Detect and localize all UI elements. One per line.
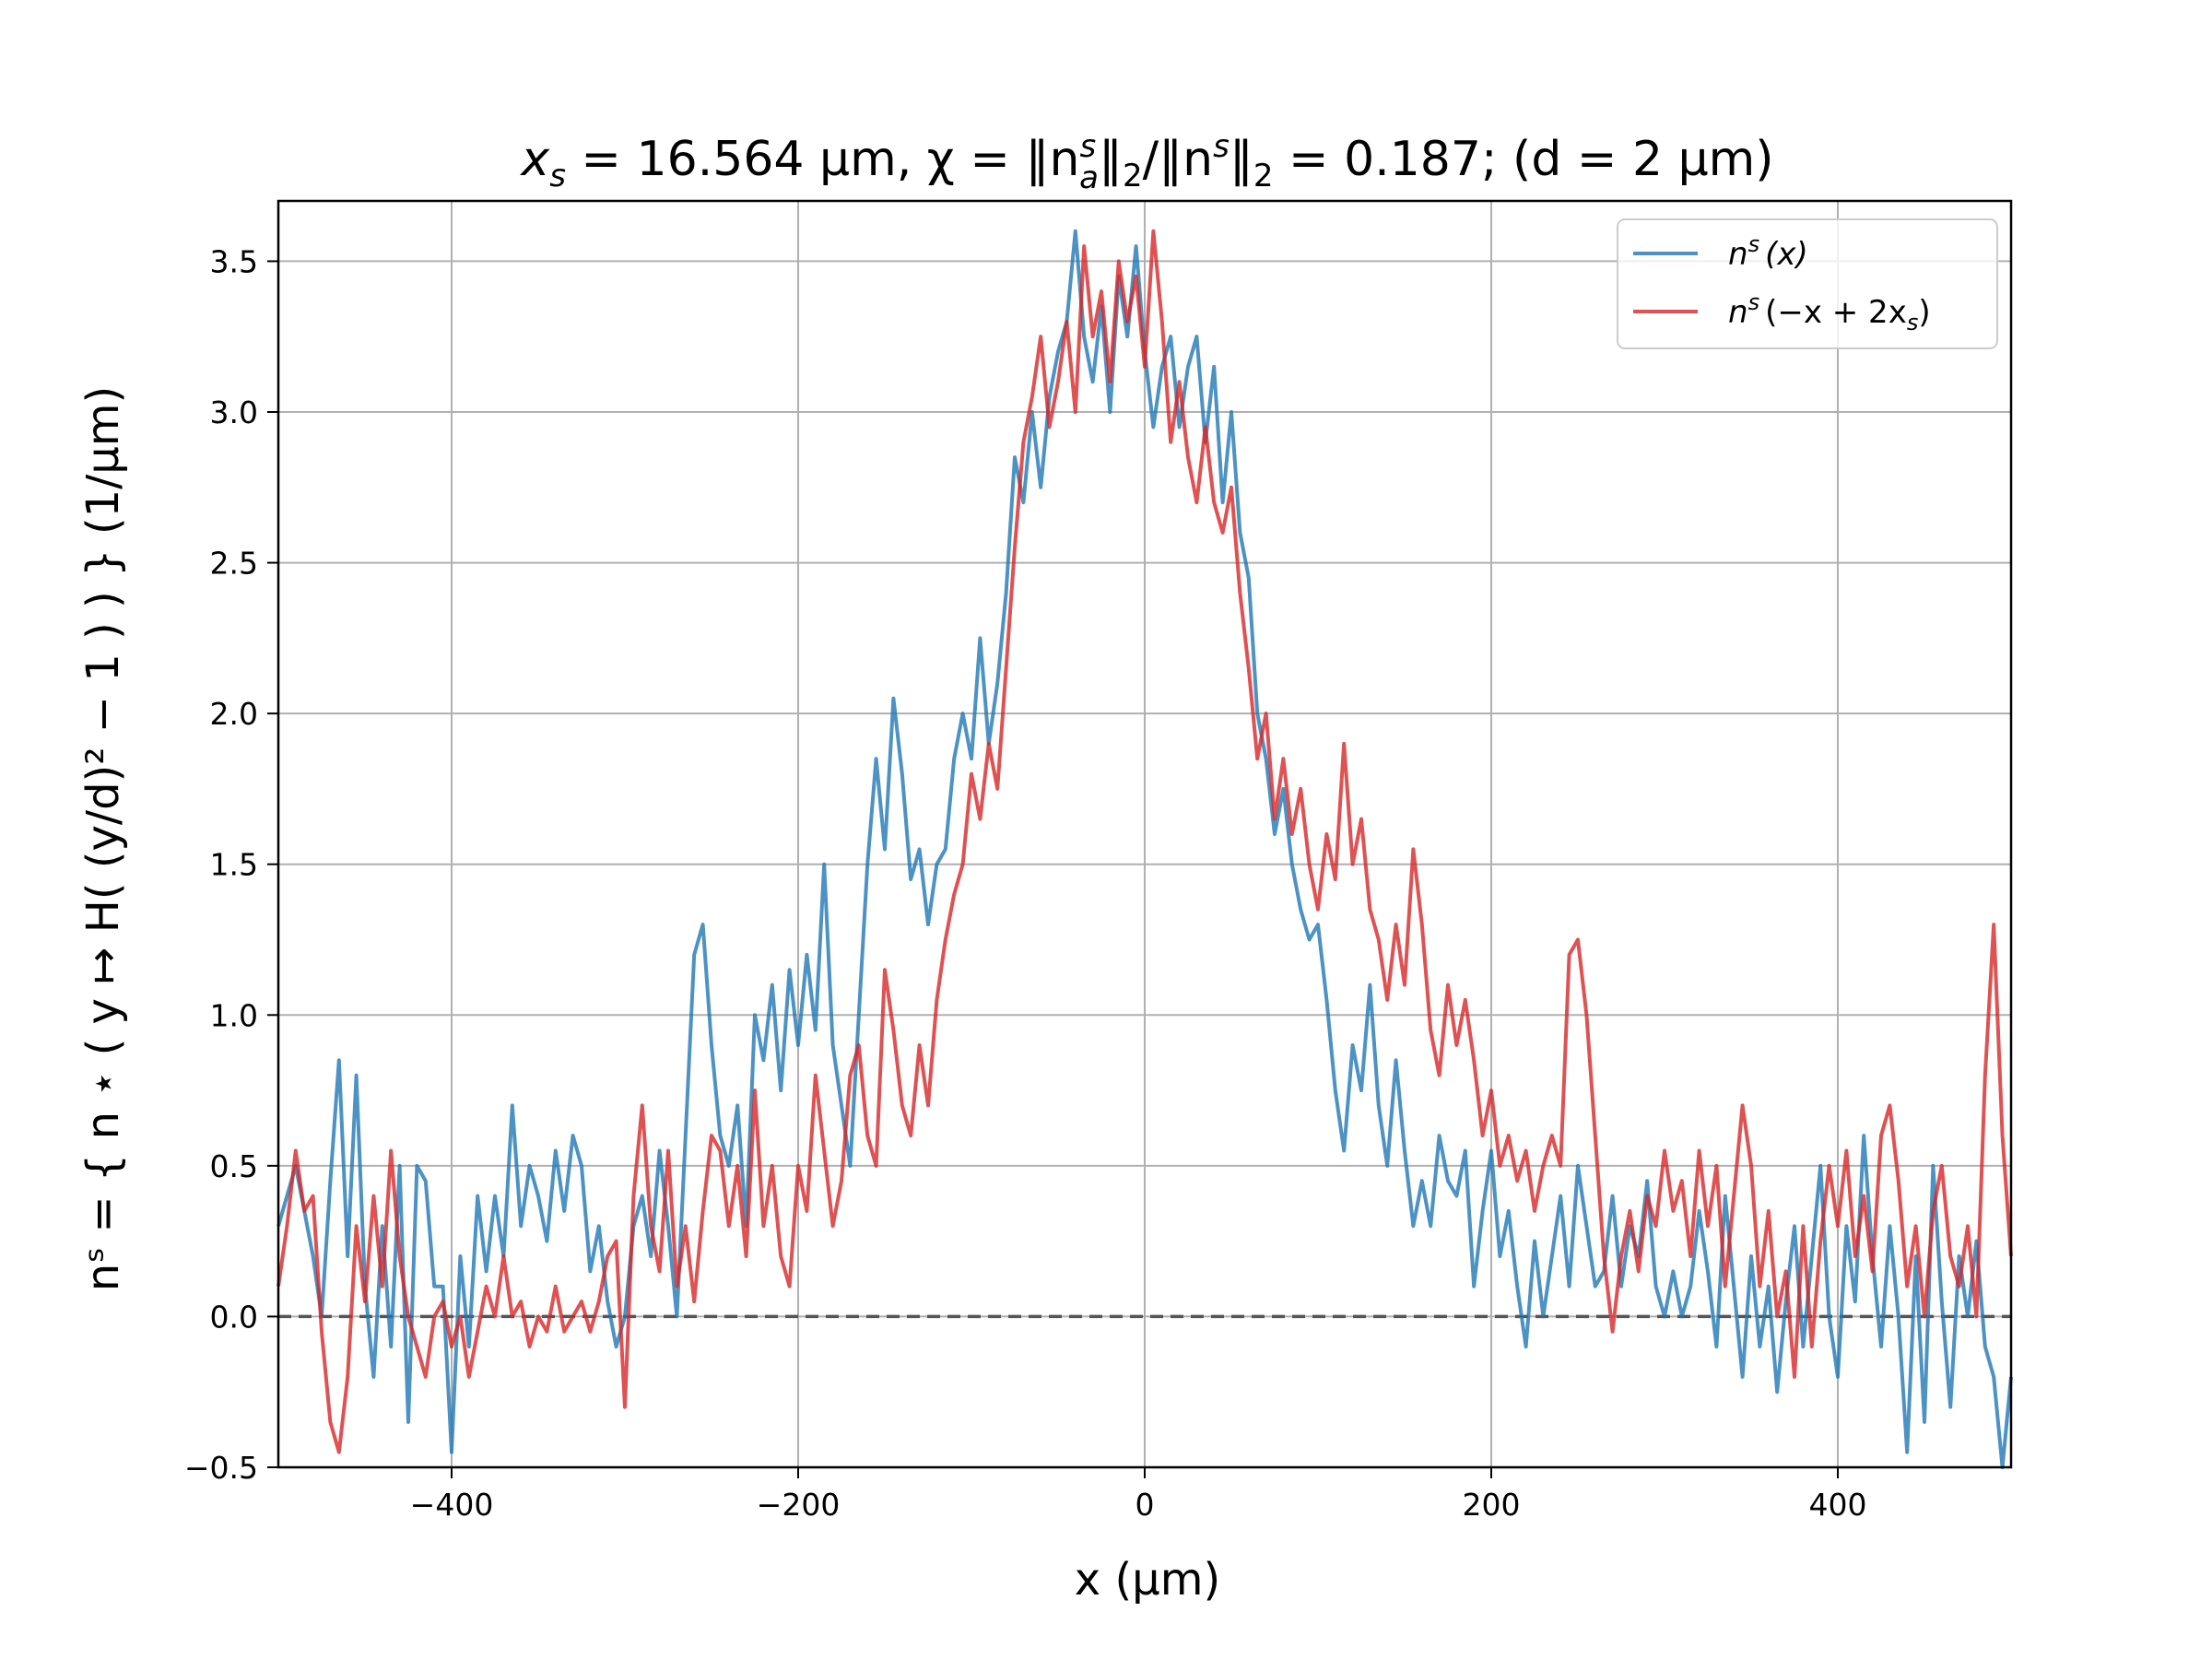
series-layer	[276, 229, 2013, 1469]
grid-lines	[278, 201, 2011, 1468]
legend-label-ns-reflected: ns (−x + 2xs)	[1728, 289, 1931, 335]
y-axis-label: nˢ = { n ⋆ ( y ↦ H( (y/d)² − 1 ) ) } (1/…	[77, 386, 129, 1292]
x-tick-label: −200	[757, 1487, 841, 1523]
y-tick-label: 3.5	[210, 243, 258, 279]
y-tick-label: 1.0	[210, 997, 258, 1033]
x-tick-label: −400	[410, 1487, 494, 1523]
axis-ticks: −400 −200 0 200 400 −0.5 0.0 0.5 1.0 1.5 2.0 2.5 3.0…	[184, 243, 1867, 1523]
plot-frame	[276, 199, 2013, 1469]
y-tick-label: 2.0	[210, 696, 258, 732]
series-line-ns-reflected	[276, 229, 2013, 1454]
y-tick-label: −0.5	[184, 1450, 258, 1486]
x-axis-label: x (μm)	[1075, 1554, 1220, 1606]
chart-title: xs = 16.564 μm, χ = ‖ns a‖2/‖ns‖2 = 0.187…	[519, 128, 1773, 196]
y-tick-label: 0.5	[210, 1148, 258, 1184]
legend: ns (x) ns (−x + 2xs)	[1617, 218, 1998, 349]
legend-box	[1617, 218, 1998, 349]
y-tick-label: 1.5	[210, 847, 258, 883]
y-tick-label: 2.5	[210, 546, 258, 582]
series-line-ns	[276, 229, 2013, 1469]
y-tick-label: 0.0	[210, 1299, 258, 1335]
x-tick-label: 200	[1463, 1487, 1521, 1523]
y-tick-label: 3.0	[210, 394, 258, 430]
x-tick-label: 0	[1135, 1487, 1155, 1523]
x-tick-label: 400	[1809, 1487, 1867, 1523]
legend-label-ns: ns (x)	[1728, 231, 1808, 273]
